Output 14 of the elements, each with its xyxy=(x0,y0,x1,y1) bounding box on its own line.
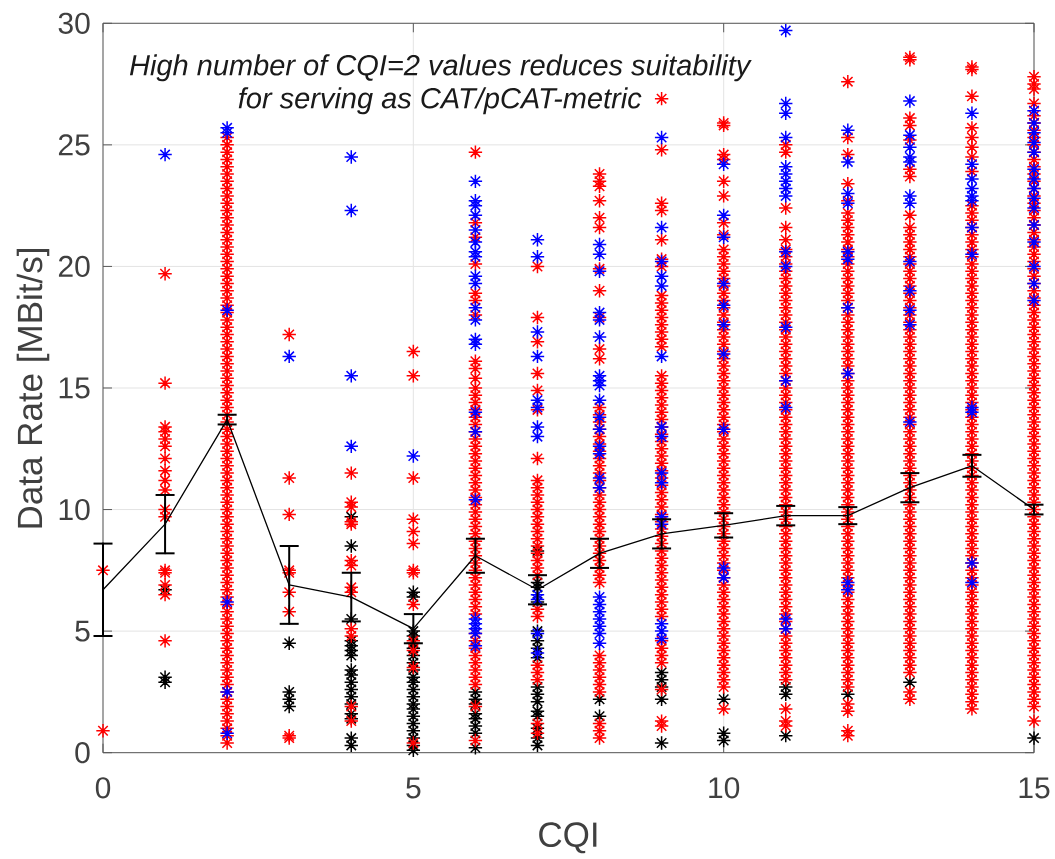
x-tick-label: 5 xyxy=(406,777,421,799)
y-tick-label: 0 xyxy=(75,742,90,764)
y-tick-label: 25 xyxy=(58,134,90,156)
x-tick-label: 10 xyxy=(709,777,740,799)
y-tick-label: 10 xyxy=(59,498,90,521)
y-tick-label: 5 xyxy=(75,620,90,642)
y-axis-title: Data Rate [MBit/s] xyxy=(16,249,50,528)
x-tick-label: 0 xyxy=(95,777,111,799)
annotation: High number of CQI=2 values reduces suitability for serving as CAT/pCAT-metric xyxy=(129,54,752,115)
x-tick-label: 15 xyxy=(1019,777,1050,799)
y-tick-label: 15 xyxy=(59,377,90,399)
y-tick-label: 30 xyxy=(58,12,90,34)
x-axis-title: CQI xyxy=(539,822,597,854)
y-tick-label: 20 xyxy=(58,255,90,278)
